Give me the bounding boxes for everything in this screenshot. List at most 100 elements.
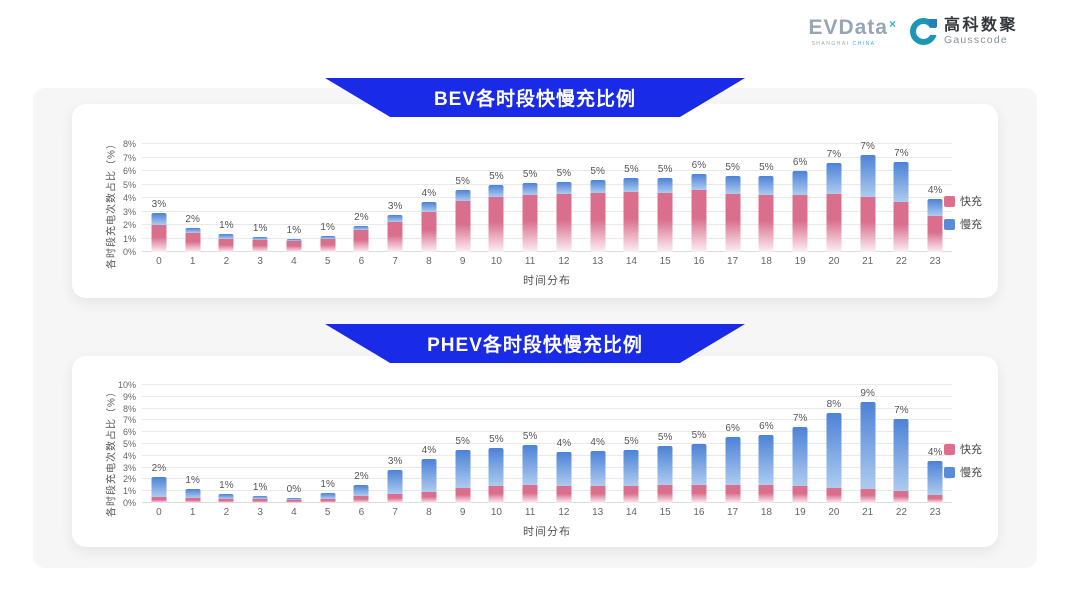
plot-area: 3% 2% 1% 1% 1% 1% 2% 3% 4% 5% 5% 5% 5% 5% 5% 5% 6% 5% 5% 6%…: [142, 141, 952, 252]
bar-segment-fast-charge: [725, 193, 741, 252]
y-tick-label: 4%: [122, 450, 136, 461]
stacked-bar: [185, 385, 201, 503]
bar-total-label: 7%: [894, 405, 909, 417]
bar-total-label: 4%: [421, 188, 437, 200]
bar-total-label: 1%: [320, 221, 335, 233]
stacked-bar: [623, 144, 639, 252]
phev-chart-card: PHEV各时段快慢充比例 各时段充电次数占比（%） 0% 1% 2% 3% 4% 5% 6%…: [72, 324, 998, 547]
bar-segment-slow-charge: [252, 495, 268, 500]
bar-total-label: 5%: [590, 166, 605, 178]
y-tick-label: 1%: [122, 233, 136, 244]
fast-charge-swatch: [944, 443, 955, 455]
bar-segment-fast-charge: [421, 211, 437, 252]
bar-total-label: 2%: [354, 471, 369, 483]
bar-segment-slow-charge: [353, 485, 369, 496]
bar-segment-slow-charge: [488, 447, 504, 487]
bar-total-label: 5%: [522, 431, 538, 443]
bar-segment-slow-charge: [218, 493, 234, 499]
bar-segment-slow-charge: [151, 477, 167, 498]
x-tick-label: 9: [459, 507, 466, 518]
bar-total-label: 1%: [219, 220, 234, 232]
x-axis-ticks: 0 1 2 3 4 5 6 7 8 9 10 11 12 13 14 15 16 17 18 19 20 21 22 23: [142, 507, 952, 521]
gridline: [142, 251, 952, 252]
bar-segment-fast-charge: [758, 195, 774, 252]
legend-item-fast: 快充: [944, 193, 982, 209]
legend-item-slow: 慢充: [944, 216, 982, 232]
gridline: [142, 210, 952, 212]
bar-total-label: 5%: [455, 175, 470, 187]
bar-total-label: 2%: [354, 212, 369, 224]
stacked-bar: [353, 144, 369, 252]
x-tick-label: 19: [794, 256, 806, 267]
stacked-bar: [286, 144, 302, 252]
gridline: [142, 443, 952, 444]
bar-segment-fast-charge: [320, 238, 336, 252]
stacked-bar: [556, 385, 572, 503]
bar-total-label: 1%: [219, 479, 234, 491]
bar-total-label: 5%: [556, 167, 572, 179]
y-tick-label: 9%: [122, 391, 136, 402]
bar-segment-fast-charge: [151, 225, 167, 252]
bar-total-label: 5%: [624, 164, 639, 176]
bev-chart: 各时段充电次数占比（%） 0% 1% 2% 3% 4% 5% 6% 7% 8% 3% 2% 1% 1%…: [72, 104, 998, 298]
bar-segment-fast-charge: [623, 486, 639, 503]
gridline: [142, 395, 952, 397]
y-tick-label: 0%: [122, 247, 136, 257]
bar-segment-fast-charge: [353, 230, 369, 252]
gridline: [142, 502, 952, 503]
stacked-bar: [387, 144, 403, 252]
bar-segment-fast-charge: [488, 196, 504, 252]
bar-total-label: 2%: [185, 213, 200, 225]
stacked-bar: [522, 144, 538, 252]
stacked-bar: [725, 385, 741, 503]
bar-segment-slow-charge: [792, 171, 808, 196]
stacked-bar: [421, 385, 437, 503]
stacked-bar: [252, 144, 268, 252]
y-tick-label: 5%: [122, 439, 136, 449]
bar-total-label: 7%: [894, 147, 909, 159]
x-tick-label: 3: [257, 256, 263, 267]
bar-segment-slow-charge: [421, 459, 437, 493]
y-axis-ticks: 0% 1% 2% 3% 4% 5% 6% 7% 8%: [108, 139, 136, 257]
bar-total-label: 3%: [387, 200, 403, 212]
bar-segment-fast-charge: [252, 499, 268, 503]
gridline: [142, 478, 952, 480]
bar-total-label: 0%: [286, 483, 302, 495]
x-tick-label: 14: [625, 507, 637, 518]
stacked-bar: [320, 144, 336, 252]
stacked-bar: [758, 144, 774, 252]
stacked-bar: [320, 385, 336, 503]
bar-segment-fast-charge: [455, 200, 471, 252]
bar-segment-slow-charge: [218, 234, 234, 239]
evdata-x-icon: ×: [888, 16, 896, 31]
bar-total-label: 9%: [860, 387, 875, 399]
bar-segment-fast-charge: [590, 486, 606, 503]
bar-segment-fast-charge: [893, 491, 909, 503]
bar-segment-fast-charge: [826, 487, 842, 503]
x-tick-label: 21: [862, 256, 874, 267]
bar-segment-slow-charge: [455, 189, 471, 201]
bar-total-label: 5%: [657, 432, 673, 444]
stacked-bar: [657, 385, 673, 503]
bar-total-label: 4%: [927, 446, 943, 458]
stacked-bar: [252, 385, 268, 503]
stacked-bar: [860, 144, 876, 252]
bar-segment-fast-charge: [455, 487, 471, 503]
x-tick-label: 20: [828, 256, 840, 267]
bar-segment-slow-charge: [151, 212, 167, 225]
bar-segment-fast-charge: [792, 195, 808, 252]
stacked-bar: [927, 385, 943, 503]
bar-segment-fast-charge: [185, 233, 201, 252]
bar-segment-fast-charge: [657, 485, 673, 503]
bar-segment-slow-charge: [927, 460, 943, 495]
bar-segment-slow-charge: [421, 202, 437, 212]
gridline: [142, 224, 952, 225]
bar-total-label: 4%: [556, 438, 572, 450]
bar-total-label: 5%: [522, 169, 538, 181]
y-tick-label: 4%: [122, 193, 136, 203]
x-tick-label: 14: [625, 256, 637, 267]
y-tick-label: 8%: [122, 139, 136, 149]
bar-segment-slow-charge: [185, 227, 201, 234]
phev-chart-title: PHEV各时段快慢充比例: [427, 335, 643, 356]
phev-title-banner: PHEV各时段快慢充比例: [325, 324, 745, 363]
